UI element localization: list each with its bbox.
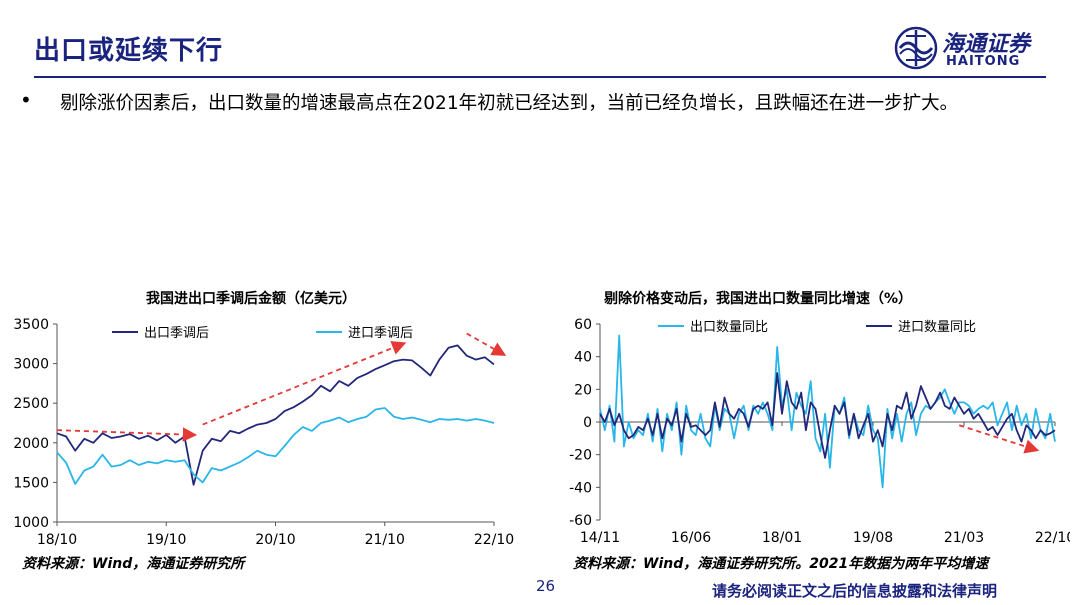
y-tick-label: 2500 bbox=[13, 396, 49, 412]
left-chart-title: 我国进出口季调后金额（亿美元） bbox=[146, 291, 356, 307]
x-tick-label: 21/03 bbox=[944, 530, 984, 546]
x-tick-label: 22/10 bbox=[474, 532, 514, 548]
y-tick-label: 3000 bbox=[13, 357, 49, 373]
series-line-0 bbox=[56, 344, 495, 486]
left-chart-source: 资料来源：Wind，海通证券研究所 bbox=[22, 556, 245, 572]
y-tick-label: 40 bbox=[574, 350, 592, 366]
x-tick-label: 18/01 bbox=[762, 530, 802, 546]
y-tick-label: 1500 bbox=[13, 475, 49, 491]
x-tick-label: 14/11 bbox=[580, 530, 620, 546]
series-line-1 bbox=[56, 407, 495, 485]
legend-label-1: 进口季调后 bbox=[348, 326, 413, 341]
legend-label-0: 出口季调后 bbox=[144, 326, 209, 341]
lead-text: 剔除涨价因素后，出口数量的增速最高点在2021年初就已经达到，当前已经负增长，且… bbox=[60, 93, 959, 114]
x-tick-label: 18/10 bbox=[37, 532, 77, 548]
trend-arrow-0 bbox=[56, 427, 198, 442]
right-chart-source: 资料来源：Wind，海通证券研究所。2021年数据为两年平均增速 bbox=[573, 556, 989, 572]
y-tick-label: -60 bbox=[569, 513, 592, 529]
x-tick-label: 20/10 bbox=[255, 532, 295, 548]
y-tick-label: 2000 bbox=[13, 436, 49, 452]
x-tick-label: 22/10 bbox=[1035, 530, 1070, 546]
y-tick-label: 20 bbox=[574, 382, 592, 398]
haitong-emblem-icon bbox=[894, 26, 938, 70]
x-tick-label: 19/08 bbox=[853, 530, 893, 546]
x-tick-label: 19/10 bbox=[146, 532, 186, 548]
page-number: 26 bbox=[536, 577, 556, 595]
y-tick-label: -20 bbox=[569, 448, 592, 464]
legend-label-0: 出口数量同比 bbox=[690, 320, 768, 335]
y-tick-label: 1000 bbox=[13, 515, 49, 531]
bullet-marker: • bbox=[20, 88, 32, 112]
y-tick-label: 3500 bbox=[13, 317, 49, 333]
export-import-amount-chart: 1000 1500 2000 2500 3000 3500 18/10 19/10 20/10 2… bbox=[13, 317, 514, 548]
x-tick-label: 21/10 bbox=[365, 532, 405, 548]
disclaimer: 请务必阅读正文之后的信息披露和法律声明 bbox=[712, 582, 998, 600]
haitong-logo: 海通证券 HAITONG bbox=[890, 24, 1050, 74]
y-tick-label: -40 bbox=[569, 480, 592, 496]
export-import-volume-yoy-chart: -60 -40 -20 0 20 40 60 14/11 16/06 18/01 19/08 21/0… bbox=[569, 317, 1070, 546]
x-tick-label: 16/06 bbox=[671, 530, 711, 546]
y-tick-label: 60 bbox=[574, 317, 592, 333]
series-line-1 bbox=[599, 372, 1056, 459]
title-divider bbox=[34, 76, 1046, 78]
logo-name-cn: 海通证券 bbox=[942, 31, 1031, 57]
series-line-0 bbox=[599, 334, 1056, 489]
trend-arrow-2 bbox=[466, 332, 507, 356]
right-chart-title: 剔除价格变动后，我国进出口数量同比增速（%） bbox=[604, 291, 913, 307]
y-tick-label: 0 bbox=[583, 415, 592, 431]
logo-name-en: HAITONG bbox=[946, 54, 1021, 69]
page-title: 出口或延续下行 bbox=[34, 36, 224, 66]
trend-arrow-0 bbox=[958, 424, 1040, 454]
legend-label-1: 进口数量同比 bbox=[898, 320, 976, 335]
